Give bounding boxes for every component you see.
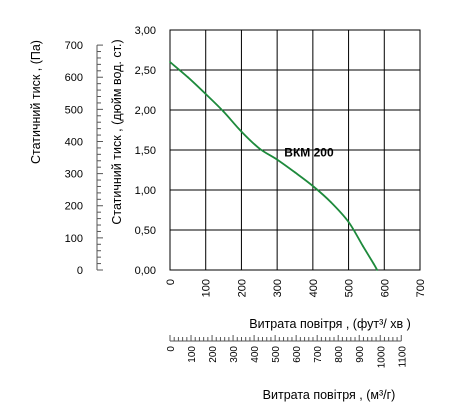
- series-point: [204, 93, 207, 95]
- series-point: [222, 110, 225, 113]
- m3h-tick-label: 500: [271, 346, 282, 363]
- x-tick-label: 0: [165, 279, 177, 285]
- x-axis-title-m3h: Витрата повітря , (м³/г): [263, 388, 396, 402]
- y-tick-label: 1,00: [135, 185, 156, 197]
- pa-tick-label: 500: [65, 104, 83, 116]
- plot-marks: [169, 61, 379, 271]
- pa-tick-label: 200: [65, 201, 83, 213]
- pa-tick-label: 100: [65, 233, 83, 245]
- series-point: [186, 76, 189, 79]
- series-point: [311, 185, 314, 187]
- pa-axis: 0 100 200 300 400 500 600 700: [65, 40, 103, 277]
- m3h-axis: 0 100 200 300 400 500 600 700 800 900 1000 1100: [166, 335, 408, 368]
- y-tick-label: 0,00: [135, 265, 156, 277]
- y-tick-label: 2,50: [135, 65, 156, 77]
- plot-frame: [169, 29, 421, 271]
- m3h-tick-label: 800: [334, 346, 345, 363]
- x-tick-label: 300: [272, 279, 284, 297]
- m3h-tick-label: 1000: [376, 346, 387, 369]
- m3h-tick-label: 900: [355, 346, 366, 363]
- m3h-tick-label: 200: [208, 346, 219, 363]
- plot-grid: [169, 29, 421, 271]
- series-point: [376, 269, 379, 271]
- m3h-tick-label: 600: [292, 346, 303, 363]
- x-tick-label: 700: [415, 279, 427, 297]
- series-label: ВКМ 200: [284, 145, 334, 159]
- x-tick-label: 200: [236, 279, 248, 297]
- series-point: [329, 201, 332, 203]
- m3h-tick-label: 0: [166, 346, 177, 352]
- pa-tick-label: 700: [65, 40, 83, 52]
- m3h-tick-label: 300: [229, 346, 240, 363]
- x-tick-label: 400: [308, 279, 320, 297]
- series-point: [347, 221, 350, 223]
- m3h-tick-label: 1100: [397, 346, 408, 368]
- pa-tick-label: 0: [77, 265, 83, 277]
- series-line: [169, 61, 378, 271]
- y-tick-label: 3,00: [135, 25, 156, 37]
- y-axis-title-pa: Статичний тиск , (Па): [29, 40, 43, 164]
- y-tick-label: 0,50: [135, 225, 156, 237]
- series-point: [240, 130, 243, 133]
- series-point: [294, 171, 296, 174]
- series-point: [372, 262, 375, 265]
- x-tick-label: 500: [344, 279, 356, 297]
- m3h-tick-label: 100: [187, 346, 198, 363]
- m3h-tick-label: 400: [250, 346, 261, 363]
- y-tick-label: 1,50: [135, 145, 156, 157]
- x-tick-label: 100: [201, 279, 213, 297]
- plot-labels: 0 100 200 300 400 500 600 700 0,00 0,50 1,00 1,50 2,…: [135, 25, 427, 297]
- series-point: [258, 147, 261, 150]
- m3h-tick-label: 700: [313, 346, 324, 363]
- x-axis-title-cfm: Витрата повітря , (фут³/ хв ): [249, 317, 410, 331]
- pa-tick-label: 300: [65, 169, 83, 181]
- series-point: [169, 61, 171, 63]
- series-point: [361, 245, 364, 247]
- pa-tick-label: 600: [65, 72, 83, 84]
- x-tick-label: 600: [379, 279, 391, 297]
- y-axis-title-inwg: Статичний тиск , (дюйм вод. ст.): [110, 39, 124, 224]
- pa-tick-label: 400: [65, 136, 83, 148]
- series-point: [276, 158, 279, 161]
- y-tick-label: 2,00: [135, 105, 156, 117]
